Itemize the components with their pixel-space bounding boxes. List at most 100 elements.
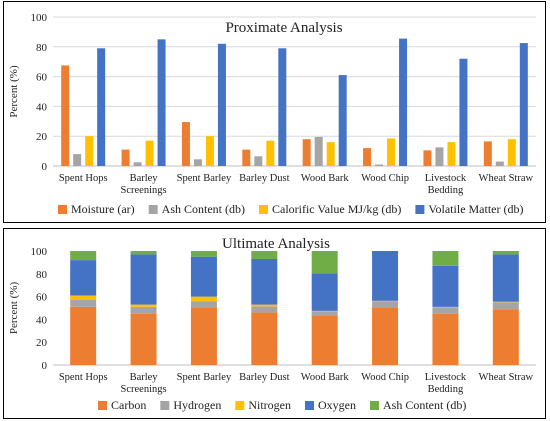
bar-hydrogen bbox=[311, 311, 338, 316]
x-tick-label: Spent Barley bbox=[177, 372, 232, 383]
y-axis-label: Percent (%) bbox=[8, 282, 20, 335]
bar-calorific-value-mj-kg-db bbox=[266, 140, 275, 166]
bar-oxygen bbox=[190, 256, 217, 297]
bar-moisture-ar bbox=[423, 150, 432, 166]
bar-hydrogen bbox=[130, 306, 157, 314]
legend-label-ash-content-db: Ash Content (db) bbox=[383, 398, 466, 412]
bar-ash-content-db bbox=[193, 159, 202, 166]
bar-oxygen bbox=[492, 254, 519, 302]
legend-swatch-hydrogen bbox=[160, 401, 170, 410]
y-tick-label: 60 bbox=[36, 292, 48, 304]
y-axis-label: Percent (%) bbox=[8, 65, 20, 118]
x-tick-label: Barley Screenings bbox=[121, 173, 167, 196]
bar-oxygen bbox=[130, 254, 157, 305]
bar-carbon bbox=[372, 308, 399, 365]
bar-calorific-value-mj-kg-db bbox=[145, 140, 154, 166]
x-tick-label: Livestock Bedding bbox=[425, 173, 467, 196]
x-tick-label: Wood Chip bbox=[361, 372, 409, 383]
ultimate-analysis-chart: Ultimate Analysis 0 20 40 60 80 100 Percent (%)… bbox=[8, 236, 536, 412]
bar-hydrogen bbox=[251, 306, 278, 313]
bar-calorific-value-mj-kg-db bbox=[85, 136, 94, 166]
bar-nitrogen bbox=[311, 310, 338, 312]
bar-nitrogen bbox=[251, 304, 278, 307]
y-tick-label: 20 bbox=[36, 131, 48, 143]
bar-moisture-ar bbox=[242, 149, 251, 166]
bar-oxygen bbox=[70, 260, 97, 296]
bar-hydrogen bbox=[372, 301, 399, 308]
legend-label-nitrogen: Nitrogen bbox=[248, 398, 291, 412]
bar-carbon bbox=[130, 313, 157, 365]
bar-volatile-matter-db bbox=[459, 58, 468, 166]
x-tick-label: Spent Hops bbox=[59, 173, 108, 184]
bar-nitrogen bbox=[130, 304, 157, 307]
bar-ash-content-db bbox=[70, 251, 97, 261]
ultimate-analysis-panel: Ultimate Analysis 0 20 40 60 80 100 Percent (%)… bbox=[3, 228, 546, 419]
bar-moisture-ar bbox=[121, 149, 130, 166]
legend-swatch-nitrogen bbox=[235, 401, 245, 410]
bar-carbon bbox=[70, 306, 97, 365]
bar-ash-content-db bbox=[495, 161, 504, 166]
bar-oxygen bbox=[372, 251, 399, 301]
proximate-analysis-panel: Proximate Analysis 0 20 40 60 80 100 Percent (%… bbox=[3, 1, 546, 223]
bar-ash-content-db bbox=[73, 154, 82, 166]
bar-volatile-matter-db bbox=[217, 43, 226, 166]
bar-ash-content-db bbox=[492, 251, 519, 255]
bar-moisture-ar bbox=[302, 139, 311, 166]
bar-ash-content-db bbox=[375, 164, 384, 166]
bar-nitrogen bbox=[492, 301, 519, 303]
bar-oxygen bbox=[251, 258, 278, 305]
bar-carbon bbox=[432, 313, 459, 365]
bar-ash-content-db bbox=[130, 251, 157, 255]
bar-nitrogen bbox=[70, 295, 97, 301]
y-tick-label: 0 bbox=[42, 161, 48, 173]
bar-calorific-value-mj-kg-db bbox=[326, 142, 335, 166]
legend-swatch-oxygen bbox=[304, 401, 314, 410]
bar-ash-content-db bbox=[432, 251, 459, 266]
legend-swatch-ash-content-db bbox=[369, 401, 379, 410]
x-tick-label: Livestock Bedding bbox=[425, 372, 467, 395]
bar-hydrogen bbox=[70, 300, 97, 307]
chart-title: Proximate Analysis bbox=[225, 20, 342, 36]
x-tick-label: Wheat Straw bbox=[479, 372, 534, 383]
legend-label-carbon: Carbon bbox=[111, 398, 146, 412]
bar-volatile-matter-db bbox=[97, 48, 106, 166]
bar-volatile-matter-db bbox=[278, 48, 287, 166]
bar-ash-content-db bbox=[133, 162, 142, 166]
y-tick-label: 100 bbox=[31, 246, 48, 258]
x-tick-label: Wood Bark bbox=[301, 372, 350, 383]
y-tick-label: 80 bbox=[36, 42, 48, 54]
bar-nitrogen bbox=[432, 306, 459, 308]
bar-volatile-matter-db bbox=[519, 43, 528, 167]
y-tick-label: 0 bbox=[42, 360, 48, 372]
x-tick-label: Barley Screenings bbox=[121, 372, 167, 395]
y-tick-label: 60 bbox=[36, 72, 48, 84]
legend-label-moisture-ar: Moisture (ar) bbox=[71, 202, 135, 216]
bar-carbon bbox=[190, 308, 217, 365]
bar-moisture-ar bbox=[363, 148, 372, 166]
bar-hydrogen bbox=[432, 307, 459, 314]
y-tick-label: 40 bbox=[36, 314, 48, 326]
bar-ash-content-db bbox=[314, 136, 323, 166]
y-tick-label: 100 bbox=[31, 12, 48, 24]
legend-swatch-moisture-ar bbox=[58, 205, 67, 214]
bar-ash-content-db bbox=[251, 251, 278, 259]
legend-swatch-calorific-value-mj-kg-db bbox=[258, 205, 268, 214]
bar-hydrogen bbox=[492, 302, 519, 310]
bar-carbon bbox=[492, 309, 519, 365]
bar-moisture-ar bbox=[181, 122, 190, 166]
proximate-analysis-chart: Proximate Analysis 0 20 40 60 80 100 Percent (%… bbox=[8, 12, 536, 216]
bar-nitrogen bbox=[190, 296, 217, 302]
bar-oxygen bbox=[432, 265, 459, 307]
bar-ash-content-db bbox=[254, 156, 263, 166]
bar-calorific-value-mj-kg-db bbox=[387, 138, 396, 166]
bar-carbon bbox=[251, 312, 278, 365]
legend-swatch-carbon bbox=[98, 401, 107, 410]
x-tick-label: Spent Barley bbox=[177, 173, 232, 184]
x-tick-label: Barley Dust bbox=[239, 372, 290, 383]
x-tick-label: Barley Dust bbox=[239, 173, 290, 184]
legend-label-ash-content-db: Ash Content (db) bbox=[162, 202, 245, 216]
bar-moisture-ar bbox=[483, 141, 492, 166]
legend-swatch-ash-content-db bbox=[148, 205, 158, 214]
bar-calorific-value-mj-kg-db bbox=[205, 136, 214, 166]
legend-label-calorific-value-mj-kg-db: Calorific Value MJ/kg (db) bbox=[272, 202, 401, 216]
